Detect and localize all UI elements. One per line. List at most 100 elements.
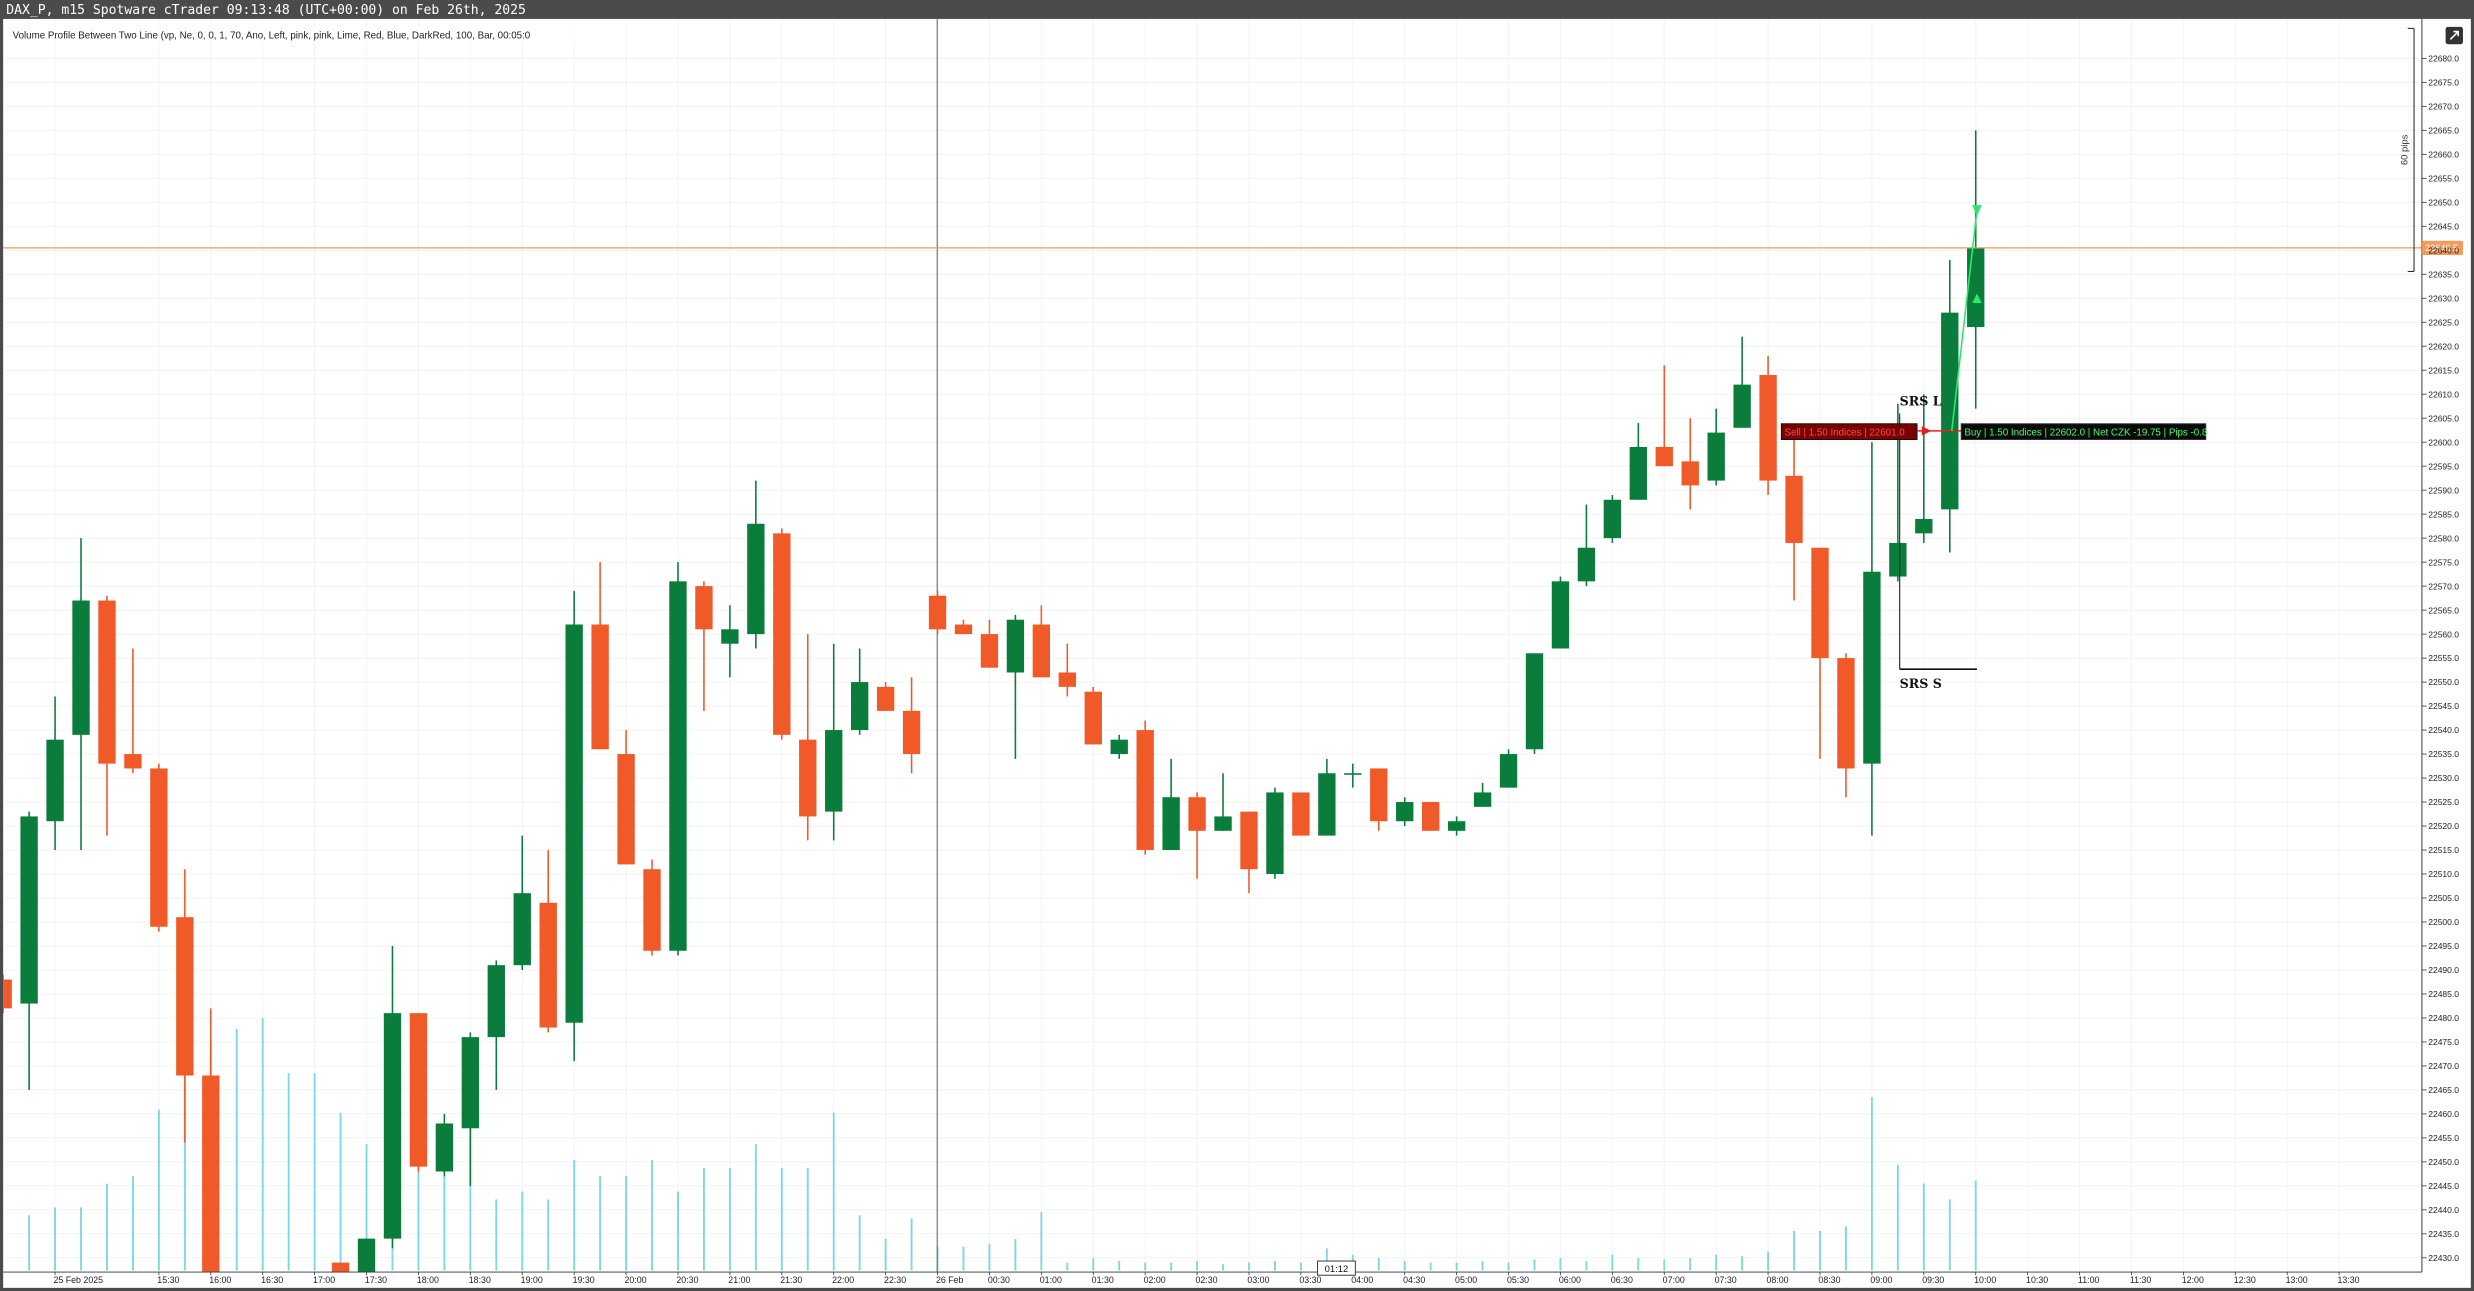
y-tick-label: 22530.0 [2428,773,2459,783]
x-tick-label: 20:00 [624,1275,646,1285]
candle-body [1733,384,1751,428]
y-tick-label: 22605.0 [2428,413,2459,423]
crosshair-time: 01:12 [1325,1264,1349,1275]
y-tick-label: 22655.0 [2428,173,2459,183]
volume-bar [131,1175,134,1271]
candle-body [1785,475,1803,543]
x-tick-label: 22:00 [832,1275,854,1285]
candle-body [1499,754,1518,788]
x-tick-label: 04:30 [1403,1275,1425,1285]
volume-bar [910,1218,913,1271]
volume-bar [1377,1257,1380,1271]
trade-line [1950,209,1978,431]
candle-body [1889,542,1907,577]
volume-bar [1429,1262,1432,1271]
y-tick-label: 22500.0 [2428,917,2459,927]
y-tick-label: 22650.0 [2428,197,2459,207]
x-tick-label: 22:30 [884,1275,906,1285]
volume-bar [677,1191,679,1271]
volume-bar [599,1175,602,1271]
candle-body [487,965,505,1038]
y-tick-label: 22645.0 [2428,221,2459,231]
y-tick-label: 22550.0 [2428,677,2459,687]
y-tick-label: 22600.0 [2428,437,2459,447]
candle-body [539,902,557,1028]
y-tick-label: 22555.0 [2428,653,2459,663]
volume-bar [1715,1254,1718,1271]
y-tick-label: 22640.0 [2428,245,2459,255]
candle-body [669,581,687,951]
candle-body [1240,811,1258,870]
y-tick-label: 22570.0 [2428,581,2459,591]
volume-bar [1689,1257,1692,1271]
x-tick-label: 16:30 [261,1275,283,1285]
volume-bar [80,1207,82,1271]
volume-bar [1663,1259,1666,1271]
x-tick-label: 18:00 [417,1275,439,1285]
candle-body [1136,730,1154,851]
srs-l-label: SRS L [1900,394,1942,409]
x-tick-label: 10:00 [1974,1275,1996,1285]
candle-body [3,979,12,1009]
volume-bar [702,1167,705,1271]
candle-body [124,754,142,769]
volume-bar [547,1199,550,1271]
maximize-icon[interactable] [2449,30,2460,41]
y-tick-label: 22540.0 [2428,725,2459,735]
volume-bar [1014,1238,1017,1271]
srs-s-label: SRS S [1900,676,1942,691]
x-tick-label: 00:30 [988,1275,1010,1285]
volume-bar [339,1112,342,1271]
x-tick-label: 09:00 [1870,1275,1892,1285]
x-tick-label: 08:00 [1767,1275,1789,1285]
candle-body [825,730,843,812]
candle-body [799,739,817,817]
candle-body [1603,499,1622,539]
sell-position-label[interactable]: Sell | 1.50 Indices | 22601.0 [1784,428,1905,439]
volume-bar [728,1167,731,1271]
y-tick-label: 22575.0 [2428,557,2459,567]
x-tick-label: 05:30 [1507,1275,1529,1285]
candle-body [1162,797,1180,851]
volume-bar [1248,1262,1250,1271]
candle-body [46,739,64,822]
volume-bar [365,1144,368,1271]
y-tick-label: 22595.0 [2428,461,2459,471]
x-tick-label: 07:00 [1663,1275,1685,1285]
y-tick-label: 22630.0 [2428,293,2459,303]
volume-bar [1040,1212,1043,1271]
volume-bar [1533,1259,1536,1271]
candle-body [1525,653,1544,750]
volume-bar [1222,1264,1224,1271]
y-tick-label: 22620.0 [2428,341,2459,351]
candle-body [850,682,869,731]
y-tick-label: 22455.0 [2428,1133,2459,1143]
candle-body [383,1013,402,1239]
y-tick-label: 22675.0 [2428,78,2459,88]
x-tick-label: 02:30 [1196,1275,1218,1285]
buy-box[interactable] [1960,423,2207,441]
volume-bar [806,1167,809,1271]
candles-layer [3,130,1985,1273]
sell-marker [1921,426,1932,436]
y-tick-label: 22625.0 [2428,317,2459,327]
volume-bar [1611,1254,1614,1271]
volume-bar [1403,1261,1406,1271]
y-tick-label: 22515.0 [2428,845,2459,855]
y-tick-label: 22475.0 [2428,1037,2459,1047]
volume-bar [28,1215,31,1271]
x-tick-label: 07:30 [1715,1275,1737,1285]
volume-bar [651,1160,653,1271]
candle-body [1370,768,1388,822]
candle-body [1266,792,1284,874]
volume-bar [1144,1262,1147,1271]
x-tick-label: 10:30 [2026,1275,2048,1285]
buy-position-label[interactable]: Buy | 1.50 Indices | 22602.0 | Net CZK -… [1964,428,2207,439]
y-tick-label: 22490.0 [2428,965,2459,975]
candle-body [721,629,739,644]
volume-bar [1637,1257,1640,1271]
candle-body [1863,571,1881,764]
volume-bar [1196,1261,1199,1271]
x-tick-label: 13:00 [2286,1275,2308,1285]
